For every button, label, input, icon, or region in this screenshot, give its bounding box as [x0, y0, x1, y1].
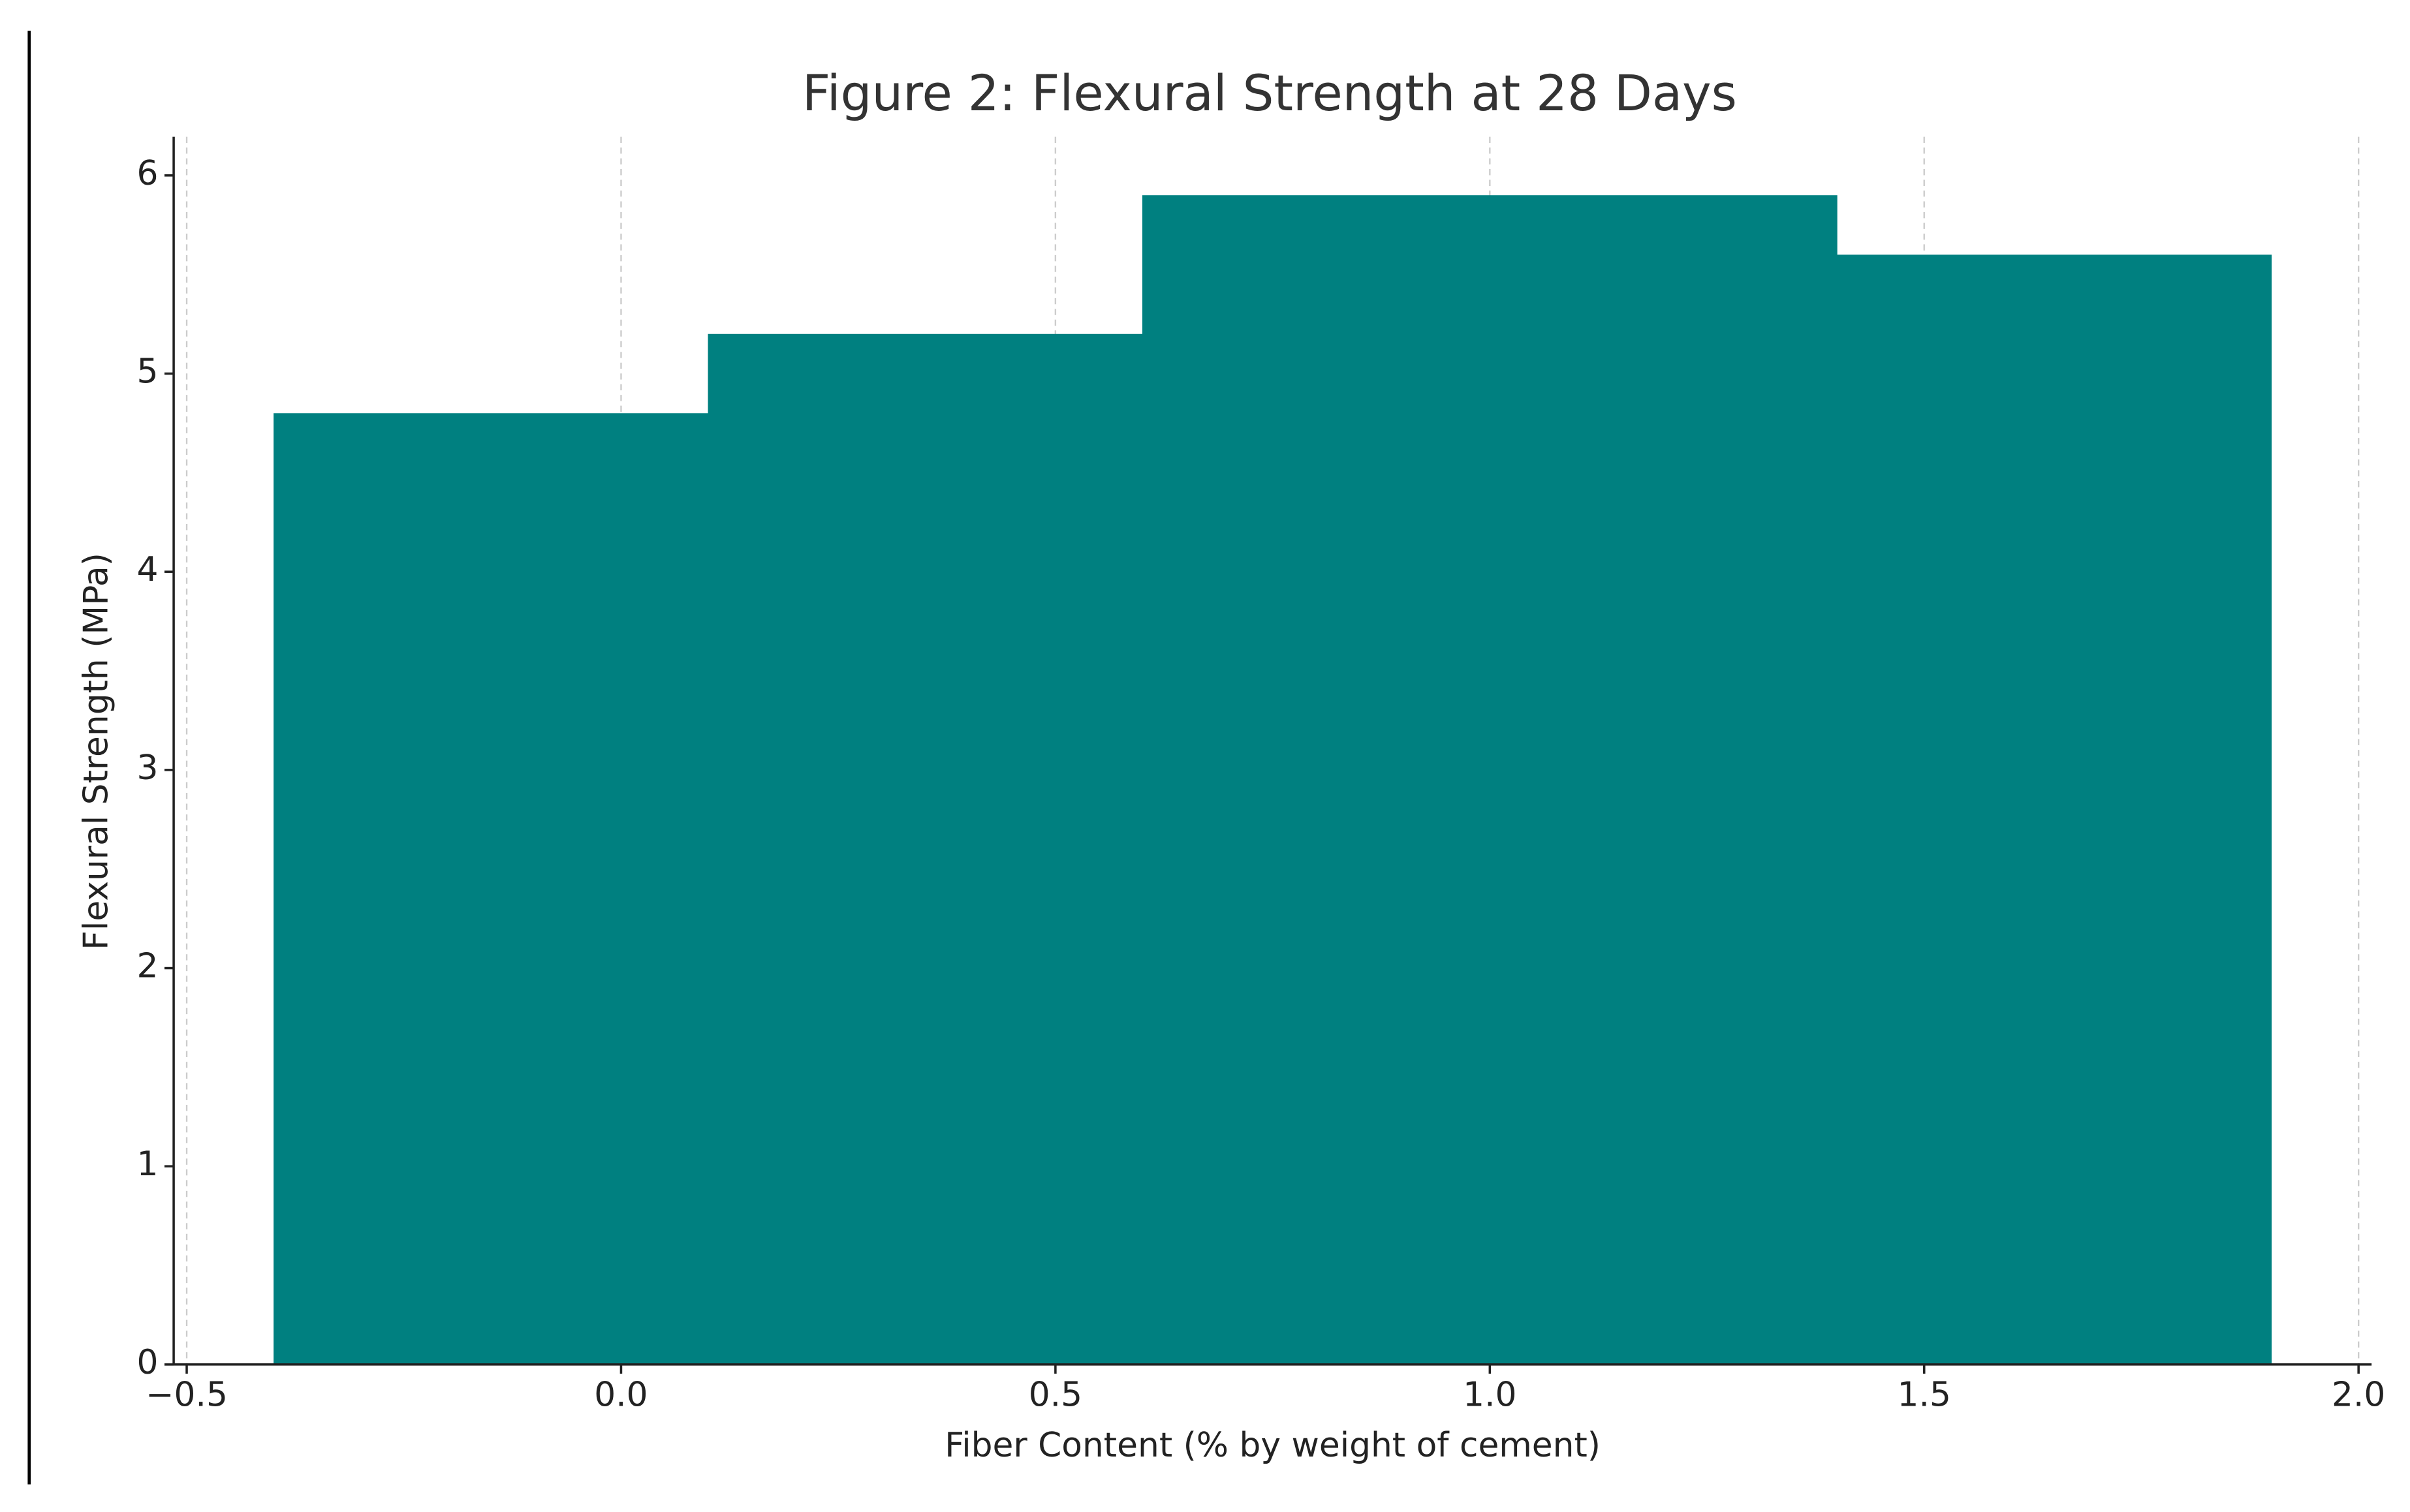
y-tick-label: 6: [137, 154, 159, 193]
chart-title: Figure 2: Flexural Strength at 28 Days: [802, 65, 1737, 122]
y-tick-label: 4: [137, 550, 159, 589]
y-tick-label: 3: [137, 748, 159, 788]
y-tick-label: 1: [137, 1145, 159, 1184]
x-tick-label: −0.5: [146, 1375, 228, 1414]
x-tick-label: 1.5: [1898, 1375, 1951, 1414]
bar: [1576, 255, 2272, 1365]
y-tick-label: 5: [137, 352, 159, 392]
y-tick-label: 0: [137, 1343, 159, 1382]
x-tick-label: 0.5: [1029, 1375, 1082, 1414]
y-axis-label: Flexural Strength (MPa): [77, 553, 116, 950]
x-axis-label: Fiber Content (% by weight of cement): [945, 1426, 1601, 1465]
x-tick-label: 2.0: [2332, 1375, 2385, 1414]
x-tick-label: 1.0: [1463, 1375, 1516, 1414]
x-tick-label: 0.0: [594, 1375, 648, 1414]
y-tick-label: 2: [137, 947, 159, 986]
